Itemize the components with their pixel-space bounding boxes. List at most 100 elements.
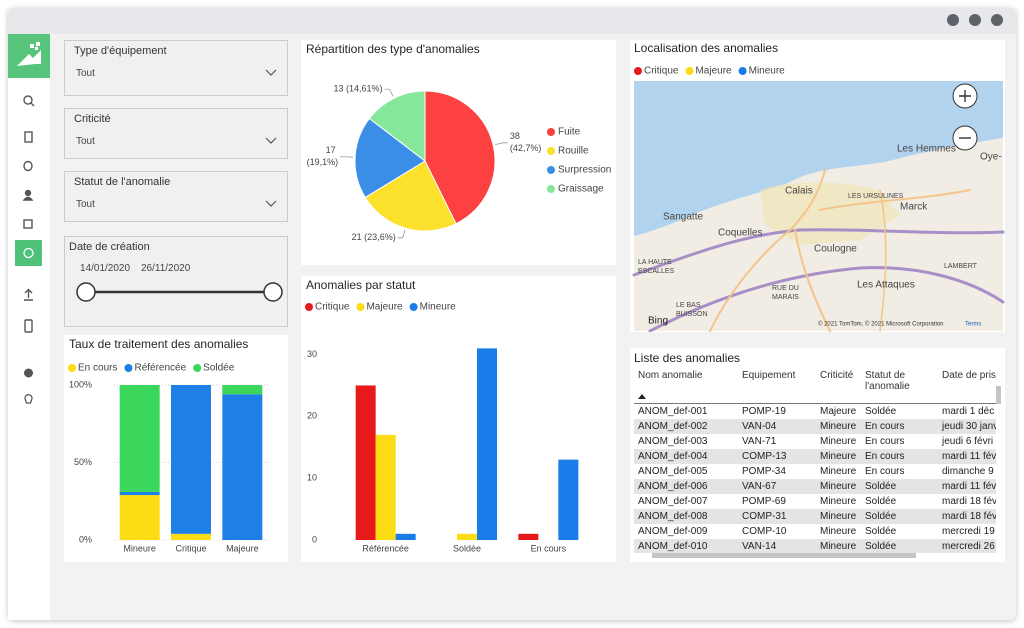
bar-segment [222,385,262,394]
legend-label: Critique [644,66,679,77]
map-place: Oye- [980,152,1002,163]
table-cell: Mineure [816,449,861,464]
y-tick-label: 100% [69,379,92,389]
map-place: Coulogne [814,244,857,255]
table-cell: jeudi 6 févri [938,434,996,449]
x-tick-label: En cours [531,543,567,553]
table-cell: POMP-69 [738,494,816,509]
bar [396,534,416,540]
table-cell: Soldée [861,539,938,553]
y-tick-label: 10 [307,473,317,483]
bar-segment [171,385,211,534]
filter[interactable]: Criticité Tout [64,108,288,159]
table-cell: Soldée [861,404,938,420]
active-icon-bg[interactable] [15,240,42,266]
table-cell: VAN-04 [738,419,816,434]
chevron [265,69,277,77]
table-row: ANOM_def-006VAN-67MineureSoldéemardi 11 … [634,479,996,494]
table-cell: ANOM_def-003 [634,434,738,449]
date-end[interactable]: 26/11/2020 [141,263,190,274]
legend-label: Mineure [749,66,786,77]
table-cell: Mineure [816,434,861,449]
window-button[interactable] [991,14,1003,26]
table-cell: mardi 18 fév [938,494,996,509]
window-button[interactable] [947,14,959,26]
column-header: Statut de l'anomalie [861,368,938,404]
table-cell: ANOM_def-005 [634,464,738,479]
filter[interactable]: Type d'équipement Tout [64,40,288,96]
bar-segment [222,394,262,540]
filter-label: Criticité [74,113,111,125]
legend-marker [739,67,747,75]
table-row: ANOM_def-001POMP-19MajeureSoldéemardi 1 … [634,404,996,420]
table-cell: Mineure [816,494,861,509]
legend-label: Graissage [558,184,604,195]
filter-label: Statut de l'anomalie [74,176,170,188]
zoom-in[interactable] [953,84,977,108]
filter[interactable]: Statut de l'anomalie Tout [64,171,288,222]
slider-handle[interactable] [77,283,95,301]
table-cell: ANOM_def-004 [634,449,738,464]
h-scrollbar[interactable] [652,553,916,558]
legend-marker [547,166,555,174]
chevron [265,137,277,145]
table-cell: COMP-31 [738,509,816,524]
table-cell: POMP-19 [738,404,816,420]
table-cell: Mineure [816,419,861,434]
y-tick-label: 30 [307,349,317,359]
filter-value: Tout [76,199,95,210]
table-cell: ANOM_def-006 [634,479,738,494]
legend-marker [305,303,313,311]
legend-label: Fuite [558,127,581,138]
table-cell: mardi 1 déc [938,404,996,420]
table-cell: mercredi 26 [938,539,996,553]
date-start[interactable]: 14/01/2020 [80,263,130,274]
map-panel: Localisation des anomalies Les Hemmes Oy… [630,40,1005,332]
sort-arrow[interactable] [638,394,646,399]
bar-segment [120,492,160,495]
legend-label: Majeure [366,302,403,313]
legend-label: Surpression [558,165,611,176]
legend-label: Critique [315,302,350,313]
leader-line [385,89,394,96]
legend-label: Majeure [695,66,732,77]
x-tick-label: Mineure [123,543,156,553]
table-row: ANOM_def-010VAN-14MineureSoldéemercredi … [634,539,996,553]
bar [477,348,497,540]
table-cell: mardi 11 fév [938,479,996,494]
slider-handle[interactable] [264,283,282,301]
leader-line [398,230,405,238]
legend-label: Mineure [420,302,457,313]
map-terms[interactable]: Terms [965,322,981,328]
table-row: ANOM_def-008COMP-31MineureSoldéemardi 18… [634,509,996,524]
table-cell: ANOM_def-001 [634,404,738,420]
map-place: RUE DU [772,285,799,292]
table-cell: COMP-10 [738,524,816,539]
slider [75,281,287,305]
x-tick-label: Majeure [226,543,259,553]
table-panel: Liste des anomalies Nom anomalieEquipeme… [630,348,1005,562]
help-icon[interactable] [24,369,33,378]
legend-marker [68,364,76,372]
table-viewport: Nom anomalieEquipementCriticitéStatut de… [634,368,996,553]
data-label: 21 (23,6%) [352,232,396,242]
window-button[interactable] [969,14,981,26]
sidebar-bg [8,34,50,620]
chevron [265,200,277,208]
sidebar [8,34,50,620]
table-cell: ANOM_def-002 [634,419,738,434]
legend-marker [410,303,418,311]
v-scrollbar[interactable] [996,386,1001,404]
title-bar [8,8,1016,34]
map-place: Marck [900,202,928,213]
table-cell: mardi 11 fév [938,449,996,464]
table-cell: Soldée [861,524,938,539]
legend-marker [685,67,693,75]
zoom-out[interactable] [953,126,977,150]
table-cell: Soldée [861,494,938,509]
table-cell: COMP-13 [738,449,816,464]
table-cell: Mineure [816,464,861,479]
bar-segment [171,534,211,540]
table-cell: jeudi 30 janv [938,419,996,434]
table-cell: En cours [861,449,938,464]
